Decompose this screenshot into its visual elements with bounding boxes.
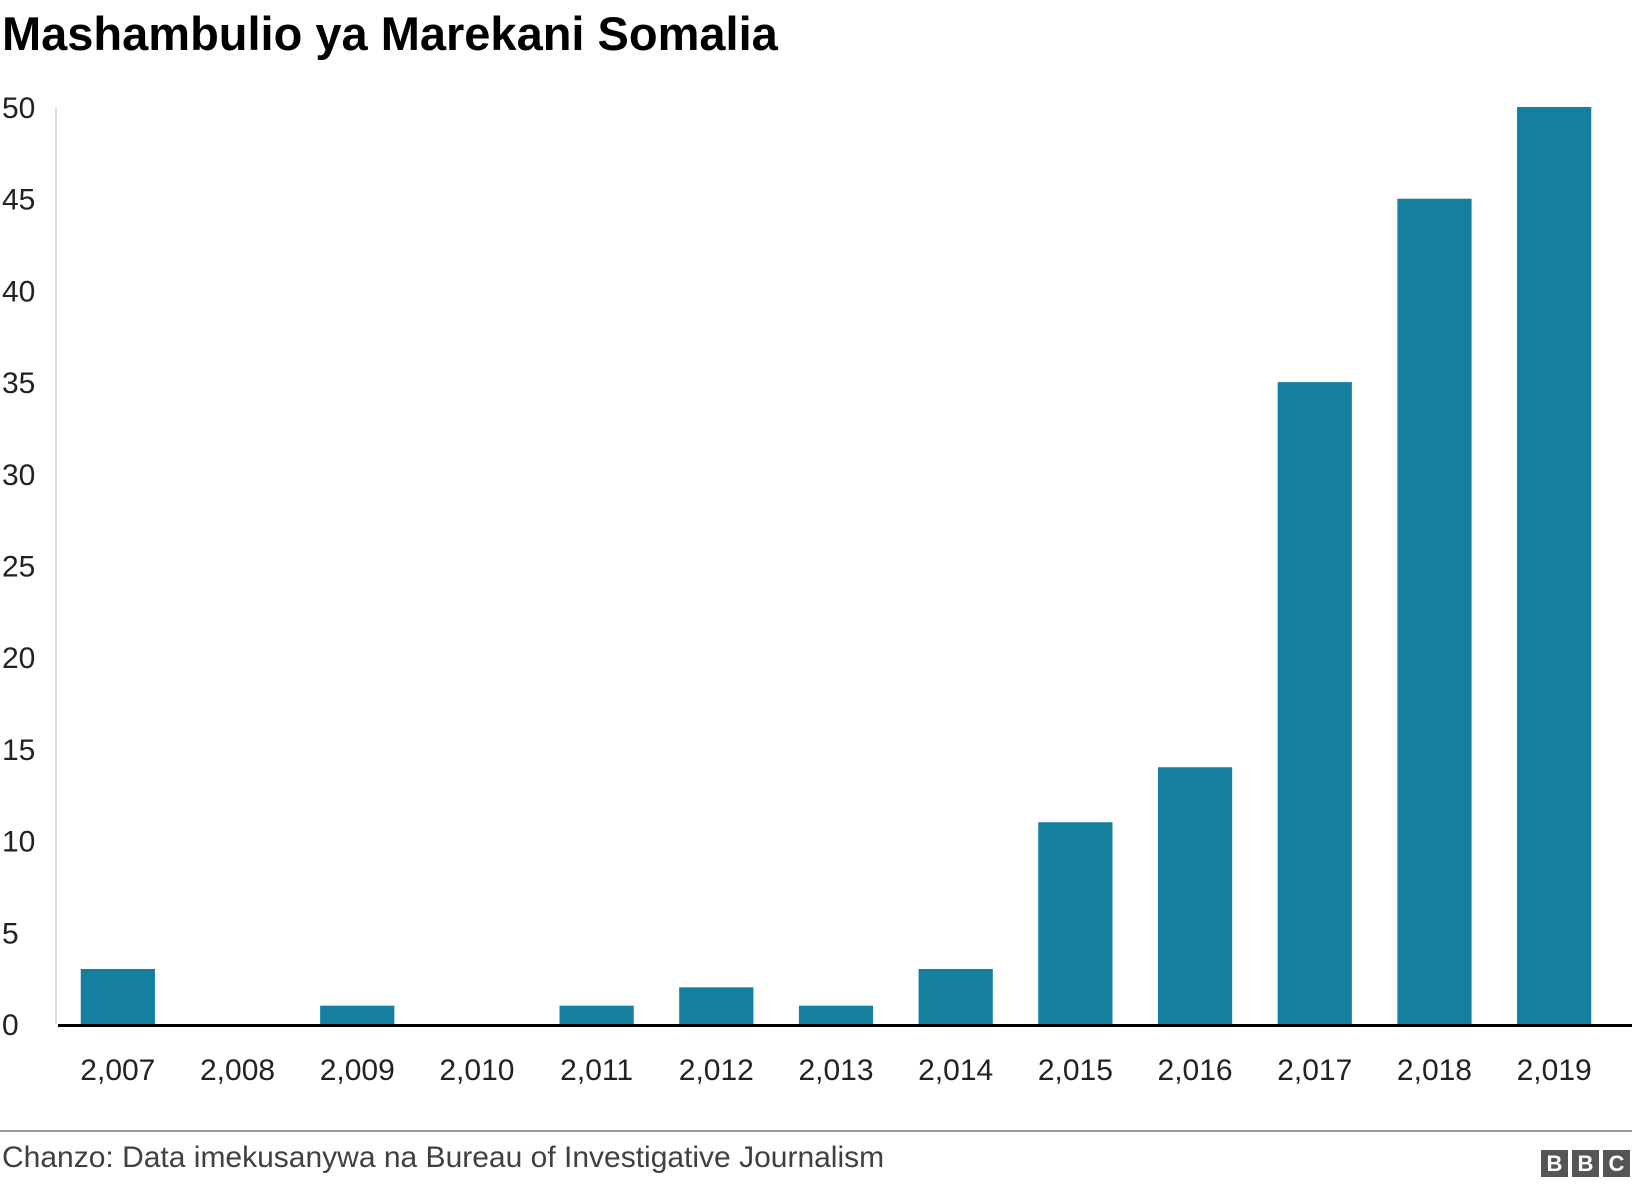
y-tick-label: 10 — [2, 826, 35, 859]
bbc-logo-letter: C — [1603, 1150, 1630, 1177]
y-tick-label: 15 — [2, 734, 35, 767]
bar — [918, 968, 993, 1024]
x-tick-label: 2,013 — [798, 1054, 873, 1087]
y-tick-label: 40 — [2, 275, 35, 308]
bar — [559, 1005, 634, 1024]
chart-title: Mashambulio ya Marekani Somalia — [2, 7, 778, 60]
x-tick-label: 2,012 — [679, 1054, 754, 1087]
y-tick-label: 35 — [2, 367, 35, 400]
bar — [80, 968, 155, 1024]
y-tick-label: 30 — [2, 459, 35, 492]
bar-chart: 0 5 10 15 20 25 30 35 40 45 50 2,007 2,008 2,009 2,01… — [2, 92, 1632, 1087]
bbc-logo-letter: B — [1541, 1150, 1568, 1177]
y-tick-label: 0 — [2, 1009, 19, 1042]
x-tick-label: 2,011 — [560, 1054, 633, 1087]
y-tick-label: 45 — [2, 184, 35, 217]
bar — [1517, 107, 1592, 1024]
x-tick-label: 2,007 — [80, 1054, 155, 1087]
bar — [1157, 767, 1233, 1024]
bar — [320, 1005, 395, 1024]
x-tick-label: 2,014 — [918, 1054, 993, 1087]
bbc-logo-letter: B — [1572, 1150, 1599, 1177]
x-tick-label: 2,008 — [200, 1054, 275, 1087]
x-tick-label: 2,018 — [1397, 1054, 1472, 1087]
x-axis: 2,007 2,008 2,009 2,010 2,011 2,012 2,013 2,014… — [58, 1024, 1632, 1087]
bbc-logo: B B C — [1541, 1150, 1630, 1177]
bar — [1277, 382, 1352, 1025]
bar — [798, 1005, 874, 1024]
y-tick-label: 25 — [2, 551, 35, 584]
x-tick-label: 2,010 — [439, 1054, 514, 1087]
x-tick-label: 2,017 — [1277, 1054, 1352, 1087]
y-tick-label: 50 — [2, 92, 35, 125]
x-tick-label: 2,009 — [320, 1054, 395, 1087]
y-tick-label: 20 — [2, 642, 35, 675]
x-tick-label: 2,016 — [1158, 1054, 1233, 1087]
bar — [1038, 822, 1113, 1024]
source-note: Chanzo: Data imekusanywa na Bureau of In… — [2, 1141, 885, 1174]
bar — [1397, 198, 1472, 1024]
bar — [679, 987, 754, 1024]
x-tick-label: 2,015 — [1038, 1054, 1113, 1087]
y-axis: 0 5 10 15 20 25 30 35 40 45 50 — [2, 92, 57, 1042]
x-tick-label: 2,019 — [1517, 1054, 1592, 1087]
y-tick-label: 5 — [2, 917, 19, 950]
footer-divider — [0, 1130, 1632, 1132]
bars — [80, 107, 1592, 1025]
